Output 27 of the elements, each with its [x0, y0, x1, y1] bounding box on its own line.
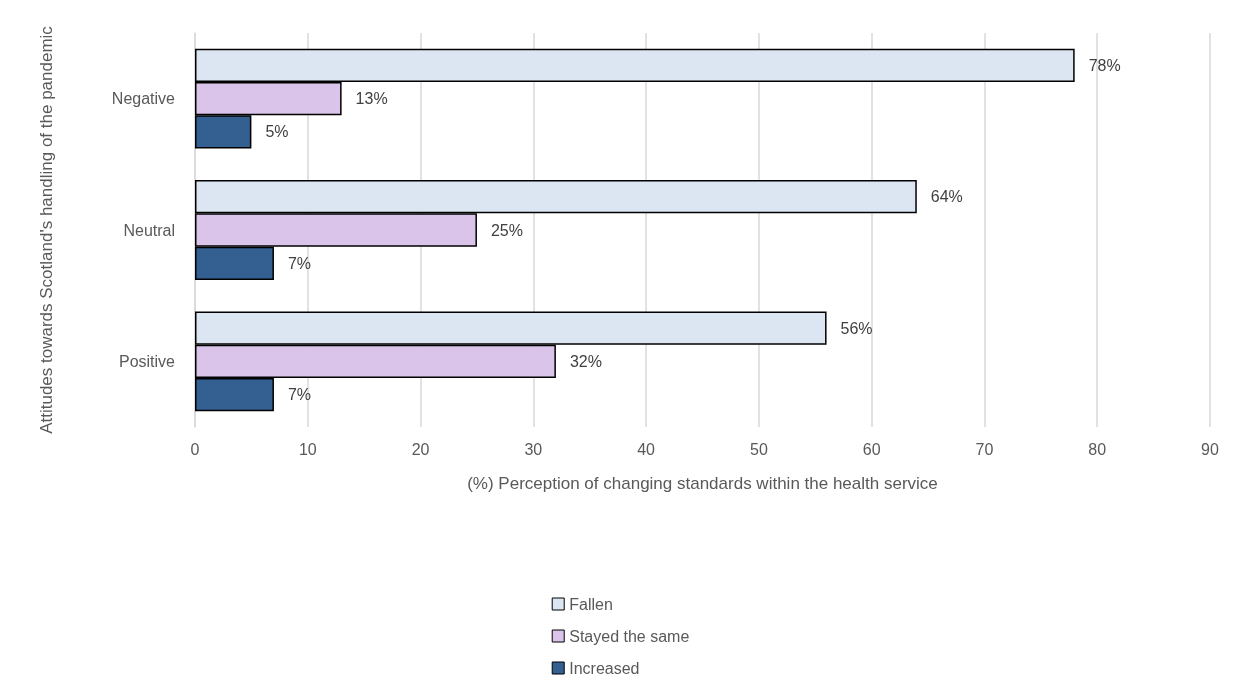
x-tick-label: 20 [411, 440, 430, 458]
x-tick-label: 80 [1088, 440, 1107, 458]
data-label: 56% [840, 319, 873, 337]
x-tick-label: 50 [749, 440, 768, 458]
y-tick-label: Negative [111, 90, 176, 108]
data-label: 13% [355, 90, 388, 108]
legend-label: Fallen [569, 595, 613, 613]
x-tick-label: 40 [637, 440, 656, 458]
data-label: 78% [1088, 56, 1121, 74]
data-label: 7% [287, 254, 312, 272]
data-label: 7% [287, 386, 312, 404]
x-tick-label: 60 [862, 440, 881, 458]
data-label: 64% [930, 188, 963, 206]
x-tick-label: 90 [1201, 440, 1219, 458]
data-label: 5% [265, 123, 289, 141]
y-tick-label: Neutral [123, 221, 175, 239]
x-tick-label: 70 [975, 440, 994, 458]
x-tick-label: 0 [190, 440, 200, 458]
legend-label: Increased [569, 659, 640, 677]
data-label: 25% [490, 221, 523, 239]
legend-label: Stayed the same [569, 627, 690, 645]
x-axis-title: (%) Perception of changing standards within the health service [467, 474, 938, 493]
data-label: 32% [569, 352, 602, 370]
x-tick-label: 30 [524, 440, 543, 458]
x-tick-label: 10 [298, 440, 317, 458]
y-tick-label: Positive [118, 352, 176, 370]
y-axis-title: Attitudes towards Scotland's handling of the pandemic [36, 25, 56, 434]
